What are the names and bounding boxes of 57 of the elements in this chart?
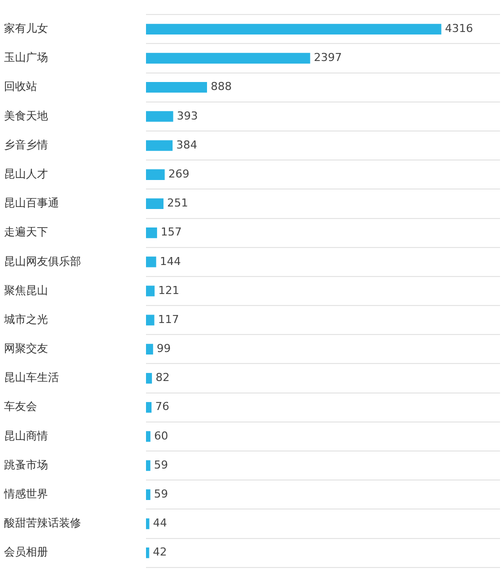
data-label: 44: [153, 516, 168, 530]
y-tick-label: 车友会: [4, 400, 37, 414]
bar: [146, 140, 173, 151]
bar: [146, 344, 154, 355]
data-label: 2397: [314, 51, 342, 64]
bar: [146, 256, 156, 268]
bar: [146, 111, 174, 122]
y-tick-label: 昆山百事通: [4, 196, 59, 210]
data-label: 121: [158, 284, 180, 297]
bar: [146, 314, 154, 326]
bar: [146, 24, 442, 34]
data-label: 888: [210, 80, 232, 94]
data-label: 76: [155, 400, 170, 414]
y-tick-label: 昆山车生活: [4, 371, 59, 384]
data-label: 251: [167, 196, 188, 210]
y-tick-label: 乡音乡情: [4, 138, 48, 152]
y-tick-label: 网聚交友: [4, 342, 48, 356]
data-label: 42: [152, 546, 167, 559]
bar: [146, 489, 150, 500]
data-label: 99: [156, 342, 171, 356]
data-label: 144: [160, 254, 181, 268]
y-tick-label: 情感世界: [3, 488, 48, 501]
y-tick-label: 昆山人才: [4, 167, 48, 180]
y-tick-label: 玉山广场: [4, 51, 48, 64]
y-tick-label: 昆山网友俱乐部: [4, 254, 81, 268]
bar: [146, 198, 164, 210]
y-tick-label: 家有儿女: [4, 22, 48, 36]
bar: [146, 460, 150, 471]
bar: [146, 431, 150, 442]
y-tick-label: 回收站: [4, 80, 37, 94]
bar: [146, 402, 152, 413]
data-label: 269: [168, 167, 190, 180]
bar: [146, 372, 152, 384]
bar: [146, 169, 165, 180]
bar: [146, 52, 310, 64]
y-tick-label: 美食天地: [4, 109, 48, 122]
data-label: 117: [158, 312, 179, 326]
bar: [146, 286, 155, 296]
data-label: 59: [154, 458, 168, 472]
y-tick-label: 走遍天下: [4, 226, 48, 239]
data-label: 82: [156, 371, 170, 384]
y-tick-label: 昆山商情: [4, 429, 48, 442]
bar: [146, 227, 158, 238]
bar: [146, 518, 150, 530]
y-tick-label: 会员相册: [4, 546, 48, 559]
bar: [146, 548, 150, 558]
y-tick-label: 酸甜苦辣话装修: [4, 516, 81, 530]
y-tick-label: 跳蚤市场: [4, 458, 48, 472]
bar: [146, 82, 208, 93]
data-label: 393: [176, 109, 198, 122]
y-tick-label: 聚焦昆山: [4, 284, 48, 297]
data-label: 384: [176, 138, 198, 152]
data-label: 59: [154, 488, 168, 501]
data-label: 4316: [445, 22, 473, 36]
data-label: 157: [160, 226, 182, 239]
y-tick-label: 城市之光: [3, 312, 48, 326]
data-label: 60: [154, 429, 168, 442]
